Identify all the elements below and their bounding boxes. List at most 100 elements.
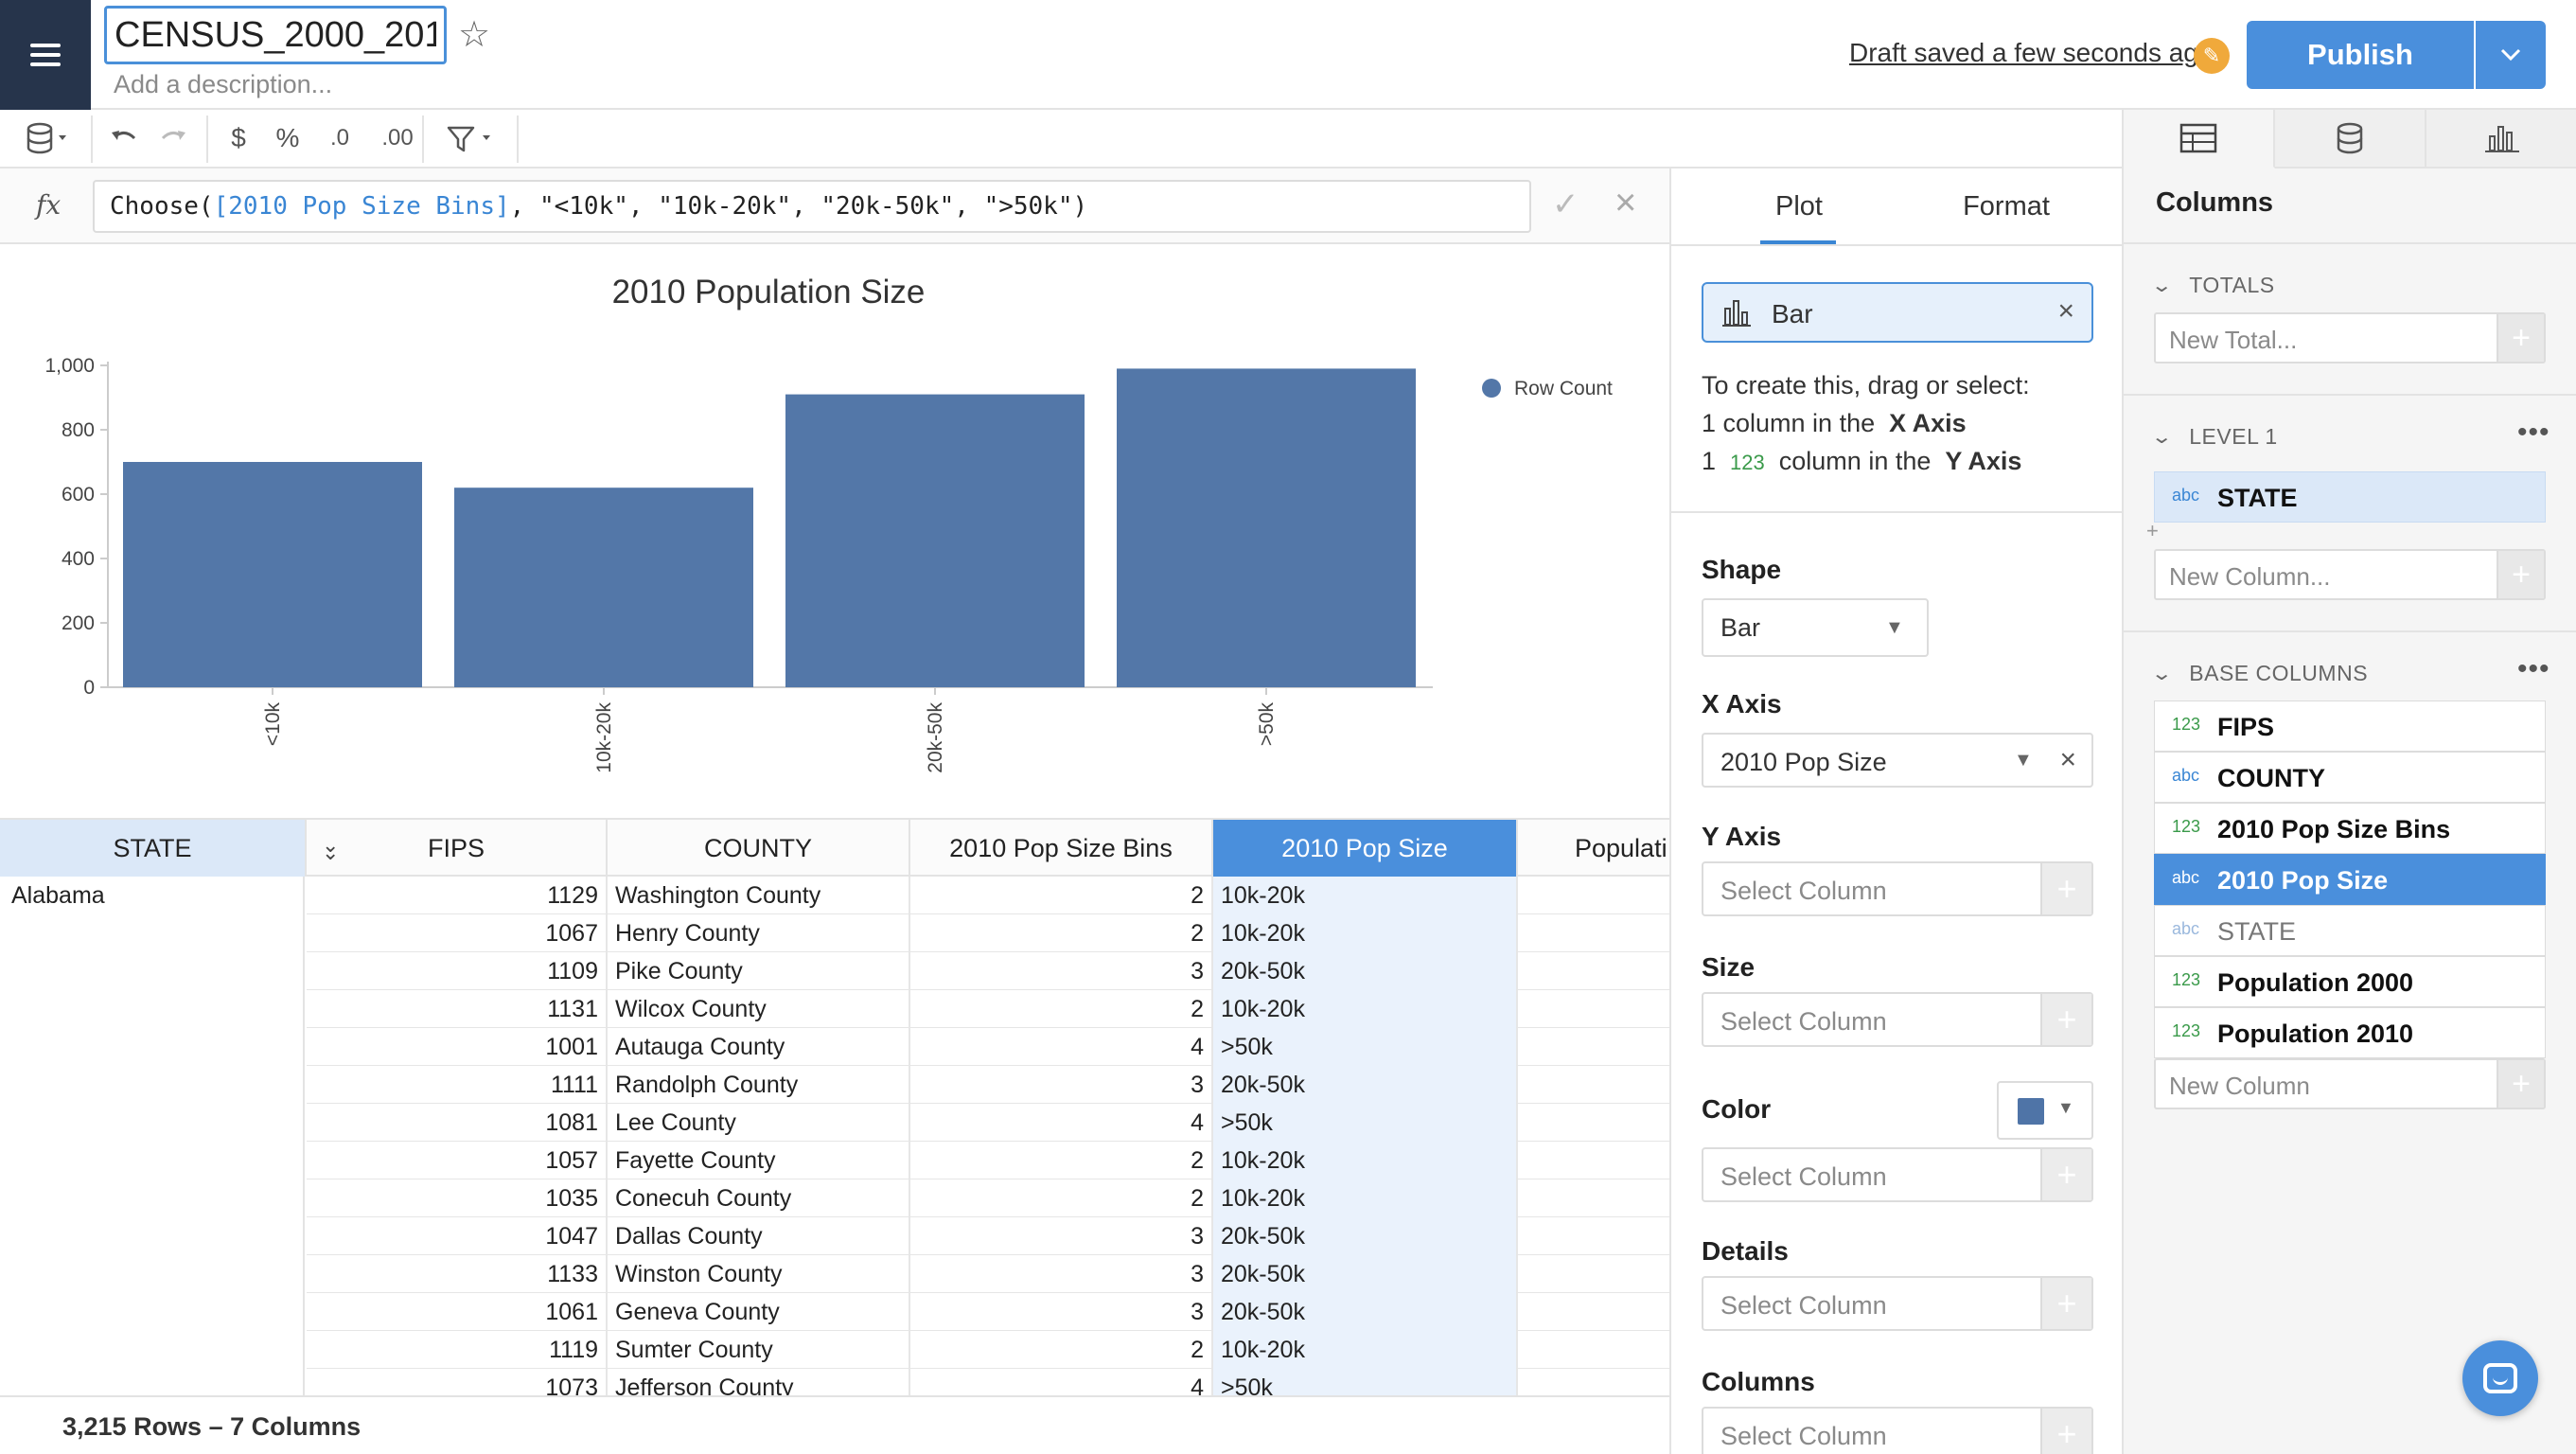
column-header-pop-size-bins[interactable]: 2010 Pop Size Bins (910, 820, 1213, 877)
pop-size-cell[interactable]: 10k-20k (1213, 914, 1518, 952)
county-cell[interactable]: Lee County (608, 1104, 910, 1142)
pop-size-bins-cell[interactable]: 3 (910, 1066, 1213, 1104)
currency-format-button[interactable]: $ (231, 123, 246, 152)
new-column-input[interactable]: New Column + (2154, 1058, 2546, 1109)
level1-group-header[interactable]: ⌄ LEVEL 1 (2150, 424, 2278, 449)
pop-size-cell[interactable]: 20k-50k (1213, 1066, 1518, 1104)
color-picker[interactable]: ▼ (1997, 1081, 2093, 1140)
pop-size-bins-cell[interactable]: 4 (910, 1369, 1213, 1395)
publish-dropdown-button[interactable] (2476, 21, 2546, 89)
pop-size-bins-cell[interactable]: 2 (910, 990, 1213, 1028)
pop-size-bins-cell[interactable]: 2 (910, 1331, 1213, 1369)
table-row[interactable]: 1129 Washington County 2 10k-20k (307, 877, 1669, 914)
table-row[interactable]: 1067 Henry County 2 10k-20k (307, 914, 1669, 952)
plus-icon[interactable]: + (2040, 1149, 2091, 1200)
columns-select[interactable]: Select Column + (1702, 1407, 2093, 1454)
chart-type-selector[interactable]: Bar × (1702, 282, 2093, 343)
close-icon[interactable]: × (1614, 182, 1637, 223)
county-cell[interactable]: Washington County (608, 877, 910, 914)
fips-cell[interactable]: 1131 (307, 990, 608, 1028)
pop-size-cell[interactable]: 20k-50k (1213, 952, 1518, 990)
pop-size-bins-cell[interactable]: 2 (910, 1179, 1213, 1217)
column-header-population[interactable]: Populati (1575, 833, 1667, 862)
table-row[interactable]: 1109 Pike County 3 20k-50k (307, 952, 1669, 990)
column-item-population-2000[interactable]: 123 Population 2000 (2154, 956, 2546, 1007)
table-row[interactable]: 1133 Winston County 3 20k-50k (307, 1255, 1669, 1293)
column-header-county[interactable]: COUNTY (608, 820, 910, 877)
plus-icon[interactable]: + (2497, 551, 2544, 598)
column-header-pop-size[interactable]: 2010 Pop Size (1213, 820, 1518, 877)
fips-cell[interactable]: 1133 (307, 1255, 608, 1293)
state-cell[interactable]: Alabama (11, 882, 105, 909)
fips-cell[interactable]: 1081 (307, 1104, 608, 1142)
hamburger-menu-button[interactable] (0, 0, 91, 110)
table-row[interactable]: 1073 Jefferson County 4 >50k (307, 1369, 1669, 1395)
table-row[interactable]: 1035 Conecuh County 2 10k-20k (307, 1179, 1669, 1217)
plus-icon[interactable]: + (2040, 1278, 2091, 1329)
x-axis-select[interactable]: 2010 Pop Size ▼ × (1702, 733, 2093, 788)
fips-cell[interactable]: 1129 (307, 877, 608, 914)
pop-size-cell[interactable]: >50k (1213, 1104, 1518, 1142)
increase-decimals-button[interactable]: .00 (381, 125, 414, 151)
redo-button[interactable] (151, 110, 195, 167)
more-options-icon[interactable]: ••• (2517, 417, 2550, 448)
base-columns-group-header[interactable]: ⌄ BASE COLUMNS (2150, 661, 2369, 685)
more-options-icon[interactable]: ••• (2517, 653, 2550, 684)
column-item-population-2010[interactable]: 123 Population 2010 (2154, 1007, 2546, 1058)
check-icon[interactable]: ✓ (1552, 186, 1579, 222)
pop-size-cell[interactable]: 20k-50k (1213, 1293, 1518, 1331)
pop-size-bins-cell[interactable]: 4 (910, 1104, 1213, 1142)
table-row[interactable]: 1047 Dallas County 3 20k-50k (307, 1217, 1669, 1255)
pop-size-cell[interactable]: >50k (1213, 1369, 1518, 1395)
pop-size-bins-cell[interactable]: 3 (910, 952, 1213, 990)
decrease-decimals-button[interactable]: .0 (329, 125, 349, 151)
close-icon[interactable]: × (2059, 744, 2076, 775)
fips-cell[interactable]: 1109 (307, 952, 608, 990)
column-header-state[interactable]: STATE (0, 820, 307, 877)
county-cell[interactable]: Conecuh County (608, 1179, 910, 1217)
column-item-2010-pop-size-bins[interactable]: 123 2010 Pop Size Bins (2154, 803, 2546, 854)
tab-format[interactable]: Format (1963, 190, 2050, 222)
description-input[interactable]: Add a description... (114, 70, 333, 98)
fips-cell[interactable]: 1047 (307, 1217, 608, 1255)
tab-data-source[interactable] (2275, 110, 2426, 168)
pencil-icon[interactable]: ✎ (2194, 38, 2230, 74)
plus-icon[interactable]: + (2497, 314, 2544, 362)
pop-size-cell[interactable]: 20k-50k (1213, 1255, 1518, 1293)
county-cell[interactable]: Geneva County (608, 1293, 910, 1331)
plus-icon[interactable]: + (2146, 519, 2159, 542)
workbook-title-input[interactable] (104, 6, 447, 64)
details-select[interactable]: Select Column + (1702, 1276, 2093, 1331)
shape-select[interactable]: Bar ▼ (1702, 598, 1929, 657)
pop-size-bins-cell[interactable]: 3 (910, 1255, 1213, 1293)
bar--50k[interactable] (1117, 368, 1416, 687)
color-select[interactable]: Select Column + (1702, 1147, 2093, 1202)
plus-icon[interactable]: + (2040, 863, 2091, 914)
pop-size-cell[interactable]: >50k (1213, 1028, 1518, 1066)
new-column-input[interactable]: New Column... + (2154, 549, 2546, 600)
county-cell[interactable]: Sumter County (608, 1331, 910, 1369)
table-row[interactable]: 1081 Lee County 4 >50k (307, 1104, 1669, 1142)
draft-status-link[interactable]: Draft saved a few seconds ago (1849, 38, 2214, 67)
county-cell[interactable]: Jefferson County (608, 1369, 910, 1395)
chat-support-button[interactable] (2462, 1340, 2538, 1416)
pop-size-cell[interactable]: 10k-20k (1213, 990, 1518, 1028)
undo-button[interactable] (102, 110, 146, 167)
pop-size-cell[interactable]: 10k-20k (1213, 877, 1518, 914)
plus-icon[interactable]: + (2497, 1060, 2544, 1108)
totals-group-header[interactable]: ⌄ TOTALS (2150, 273, 2275, 297)
pop-size-bins-cell[interactable]: 4 (910, 1028, 1213, 1066)
county-cell[interactable]: Randolph County (608, 1066, 910, 1104)
table-row[interactable]: 1119 Sumter County 2 10k-20k (307, 1331, 1669, 1369)
table-row[interactable]: 1131 Wilcox County 2 10k-20k (307, 990, 1669, 1028)
percent-format-button[interactable]: % (275, 123, 300, 152)
star-icon[interactable]: ☆ (458, 15, 491, 55)
column-header-fips[interactable]: ⌄ ⌄ FIPS (307, 820, 608, 877)
table-row[interactable]: 1061 Geneva County 3 20k-50k (307, 1293, 1669, 1331)
pop-size-bins-cell[interactable]: 2 (910, 1142, 1213, 1179)
close-icon[interactable]: × (2057, 295, 2074, 327)
new-total-input[interactable]: New Total... + (2154, 312, 2546, 364)
size-select[interactable]: Select Column + (1702, 992, 2093, 1047)
plus-icon[interactable]: + (2040, 994, 2091, 1045)
y-axis-select[interactable]: Select Column + (1702, 861, 2093, 916)
